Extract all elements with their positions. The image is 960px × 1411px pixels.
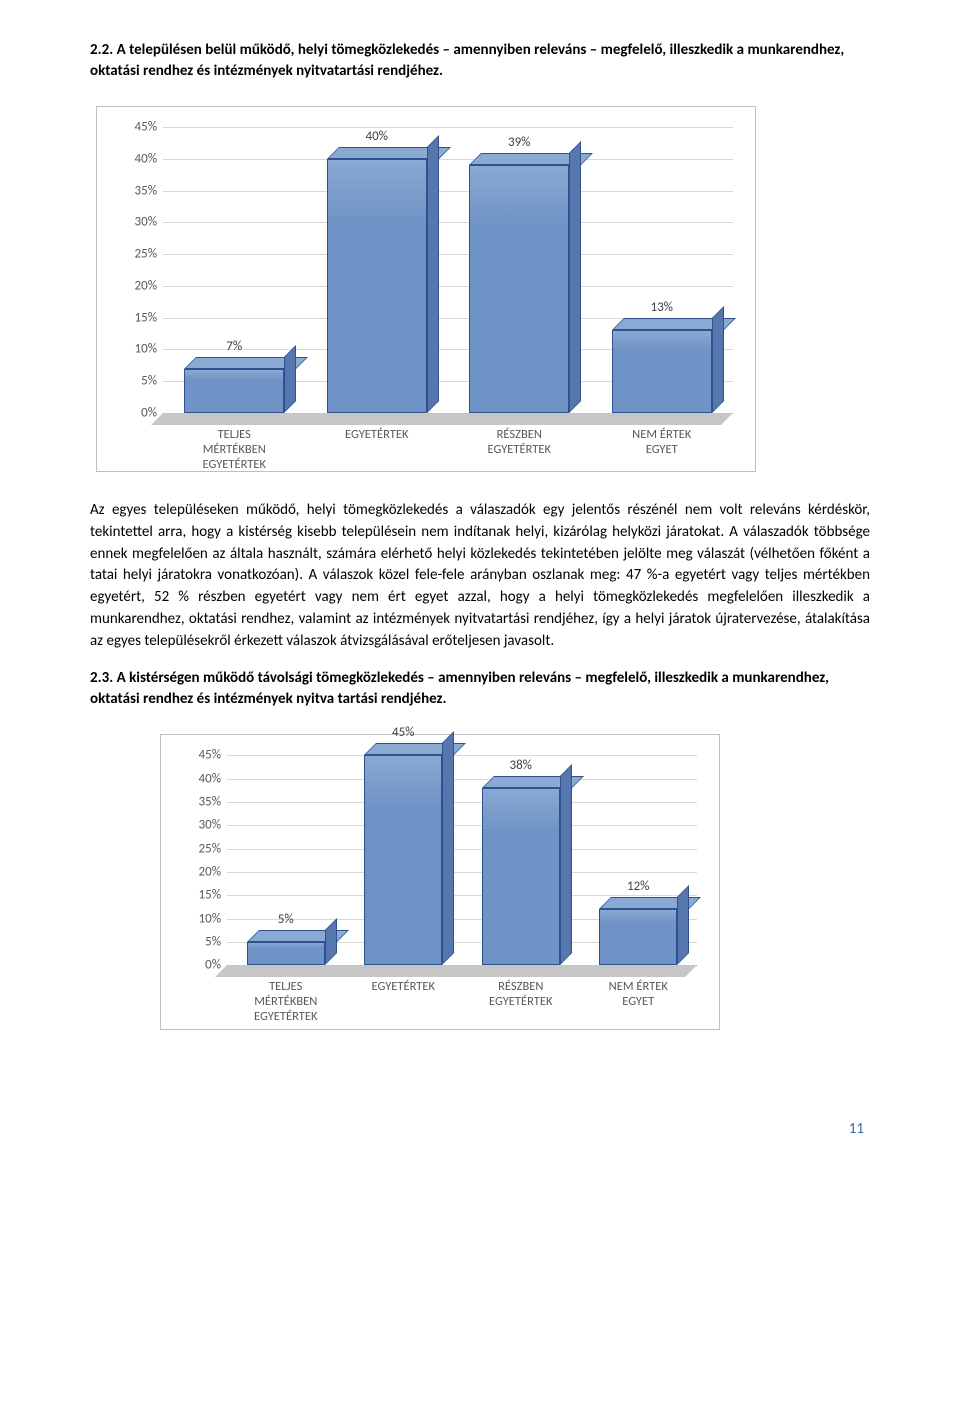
bar-front bbox=[469, 165, 569, 413]
x-category-label: TELJES MÉRTÉKBEN EGYETÉRTEK bbox=[163, 421, 306, 461]
bar-value-label: 5% bbox=[247, 912, 325, 927]
chart-2-yaxis: 0%5%10%15%20%25%30%35%40%45% bbox=[175, 755, 221, 965]
bar: 38% bbox=[482, 788, 560, 965]
x-category-label: NEM ÉRTEK EGYET bbox=[591, 421, 734, 461]
bar-side bbox=[569, 141, 581, 413]
bar-side bbox=[284, 345, 296, 413]
bar-front bbox=[612, 330, 712, 413]
chart-2-container: 0% 5% 10% 15% 20% 25% 30% 35% 40% 45% 5% 45% 38% 12%… bbox=[160, 734, 720, 1030]
chart-1-bars: 7% 40% 39% 13% bbox=[163, 127, 733, 413]
ytick-label: 25% bbox=[111, 247, 157, 262]
x-category-label: EGYETÉRTEK bbox=[345, 973, 463, 1019]
chart-2: 0% 5% 10% 15% 20% 25% 30% 35% 40% 45% 5% 45% 38% 12%… bbox=[175, 749, 705, 1019]
bar-front bbox=[247, 942, 325, 965]
bar-side bbox=[560, 764, 572, 965]
bar-side bbox=[442, 731, 454, 965]
bar-value-label: 12% bbox=[599, 879, 677, 894]
ytick-label: 0% bbox=[175, 958, 221, 973]
ytick-label: 40% bbox=[111, 151, 157, 166]
chart-1-yaxis: 0%5%10%15%20%25%30%35%40%45% bbox=[111, 127, 157, 413]
x-category-label: NEM ÉRTEK EGYET bbox=[580, 973, 698, 1019]
bar: 5% bbox=[247, 942, 325, 965]
bar: 7% bbox=[184, 369, 284, 413]
page-number: 11 bbox=[90, 1120, 870, 1138]
ytick-label: 35% bbox=[111, 183, 157, 198]
bar-front bbox=[482, 788, 560, 965]
chart-1-container: 0% 5% 10% 15% 20% 25% 30% 35% 40% 45% 7% 40% 39% 13%… bbox=[96, 106, 756, 472]
ytick-label: 45% bbox=[111, 120, 157, 135]
bar-front bbox=[327, 159, 427, 413]
bar-column: 39% bbox=[448, 127, 591, 413]
bar: 39% bbox=[469, 165, 569, 413]
ytick-label: 30% bbox=[175, 818, 221, 833]
bar-column: 13% bbox=[591, 127, 734, 413]
section-2-3-heading: 2.3. A kistérségen működő távolsági töme… bbox=[90, 668, 870, 710]
bar-column: 45% bbox=[345, 755, 463, 965]
ytick-label: 15% bbox=[111, 310, 157, 325]
bar-side bbox=[677, 885, 689, 965]
chart-2-bars: 5% 45% 38% 12% bbox=[227, 755, 697, 965]
bar-column: 12% bbox=[580, 755, 698, 965]
x-category-label: EGYETÉRTEK bbox=[306, 421, 449, 461]
bar-value-label: 45% bbox=[364, 725, 442, 740]
bar: 45% bbox=[364, 755, 442, 965]
chart-2-xlabels: TELJES MÉRTÉKBEN EGYETÉRTEKEGYETÉRTEKRÉS… bbox=[227, 973, 697, 1019]
bar: 40% bbox=[327, 159, 427, 413]
chart-2-plot: 5% 45% 38% 12% bbox=[227, 755, 697, 965]
chart-1-xlabels: TELJES MÉRTÉKBEN EGYETÉRTEKEGYETÉRTEKRÉS… bbox=[163, 421, 733, 461]
ytick-label: 40% bbox=[175, 771, 221, 786]
ytick-label: 5% bbox=[111, 374, 157, 389]
ytick-label: 20% bbox=[111, 278, 157, 293]
chart-1-plot: 7% 40% 39% 13% bbox=[163, 127, 733, 413]
ytick-label: 35% bbox=[175, 794, 221, 809]
bar: 13% bbox=[612, 330, 712, 413]
ytick-label: 15% bbox=[175, 888, 221, 903]
chart-1: 0% 5% 10% 15% 20% 25% 30% 35% 40% 45% 7% 40% 39% 13%… bbox=[111, 121, 741, 461]
x-category-label: RÉSZBEN EGYETÉRTEK bbox=[448, 421, 591, 461]
bar-side bbox=[325, 918, 337, 965]
ytick-label: 0% bbox=[111, 406, 157, 421]
bar-column: 7% bbox=[163, 127, 306, 413]
ytick-label: 45% bbox=[175, 748, 221, 763]
ytick-label: 20% bbox=[175, 864, 221, 879]
ytick-label: 30% bbox=[111, 215, 157, 230]
x-category-label: TELJES MÉRTÉKBEN EGYETÉRTEK bbox=[227, 973, 345, 1019]
ytick-label: 25% bbox=[175, 841, 221, 856]
bar-front bbox=[184, 369, 284, 413]
ytick-label: 5% bbox=[175, 934, 221, 949]
bar-column: 38% bbox=[462, 755, 580, 965]
bar-value-label: 38% bbox=[482, 758, 560, 773]
bar-side bbox=[427, 135, 439, 413]
ytick-label: 10% bbox=[175, 911, 221, 926]
bar-front bbox=[364, 755, 442, 965]
bar-column: 5% bbox=[227, 755, 345, 965]
bar-value-label: 7% bbox=[184, 339, 284, 354]
x-category-label: RÉSZBEN EGYETÉRTEK bbox=[462, 973, 580, 1019]
bar: 12% bbox=[599, 909, 677, 965]
bar-value-label: 40% bbox=[327, 129, 427, 144]
bar-side bbox=[712, 306, 724, 413]
bar-value-label: 39% bbox=[469, 135, 569, 150]
ytick-label: 10% bbox=[111, 342, 157, 357]
bar-column: 40% bbox=[306, 127, 449, 413]
bar-front bbox=[599, 909, 677, 965]
bar-value-label: 13% bbox=[612, 300, 712, 315]
body-paragraph-1: Az egyes településeken működő, helyi töm… bbox=[90, 500, 870, 652]
section-2-2-heading: 2.2. A településen belül működő, helyi t… bbox=[90, 40, 870, 82]
